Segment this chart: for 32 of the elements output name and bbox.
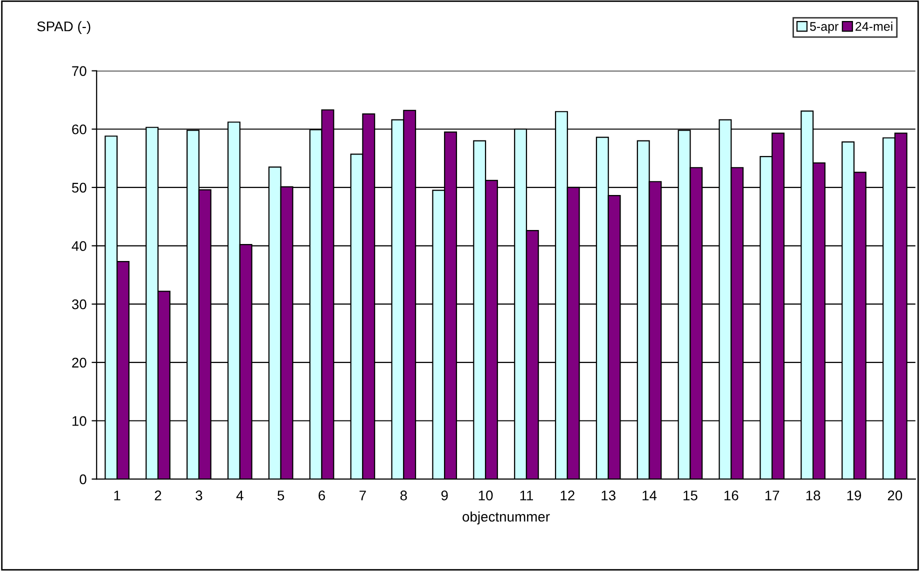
x-tick-label: 18 [806, 490, 820, 500]
x-tick-label: 4 [236, 490, 244, 500]
x-tick-label: 7 [360, 490, 366, 500]
x-tick-label: 16 [724, 490, 738, 500]
x-tick-label: 12 [560, 490, 574, 500]
x-tick-label: 1 [114, 490, 120, 500]
x-tick-label: 3 [196, 490, 202, 500]
x-tick-label: 20 [888, 490, 902, 500]
x-tick-label: 11 [520, 490, 534, 500]
y-tick-label: 20 [72, 358, 86, 368]
x-tick-label: 6 [318, 490, 326, 500]
y-tick-label: 30 [72, 299, 86, 310]
x-tick-label: 14 [642, 490, 657, 500]
x-tick-label: 2 [154, 490, 162, 500]
y-tick-label: 10 [72, 416, 86, 426]
x-tick-label: 19 [847, 490, 862, 500]
y-axis-title: SPAD (-) [37, 21, 90, 34]
x-tick-label: 13 [602, 490, 616, 500]
legend-label: 24-mei [856, 22, 892, 31]
x-tick-label: 9 [441, 490, 448, 500]
y-tick-label: 50 [72, 182, 86, 193]
x-tick-label: 15 [684, 490, 698, 500]
y-tick-label: 40 [72, 241, 86, 251]
y-tick-label: 0 [80, 474, 86, 484]
y-tick-label: 60 [72, 124, 86, 134]
x-tick-label: 10 [478, 490, 493, 500]
x-tick-label: 17 [765, 490, 780, 500]
y-tick-label: 70 [72, 66, 86, 76]
x-tick-label: 8 [400, 490, 407, 500]
x-axis-title: objectnummer [462, 511, 550, 524]
legend-label: 5-apr [810, 22, 838, 34]
x-tick-label: 5 [278, 490, 284, 500]
